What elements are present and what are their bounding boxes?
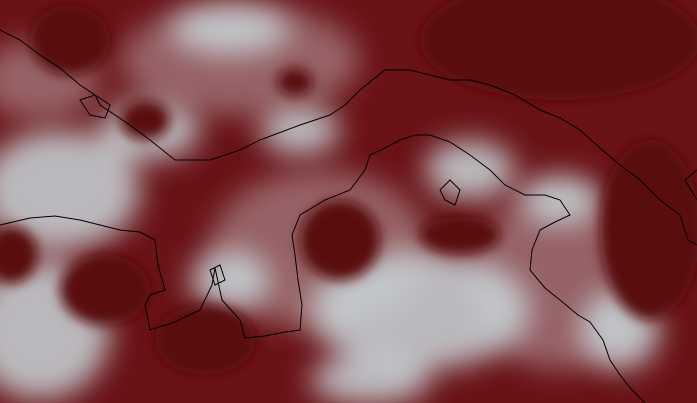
coastline-north — [0, 29, 697, 246]
coastline-islands — [79, 94, 697, 286]
coastline-south — [0, 134, 646, 403]
